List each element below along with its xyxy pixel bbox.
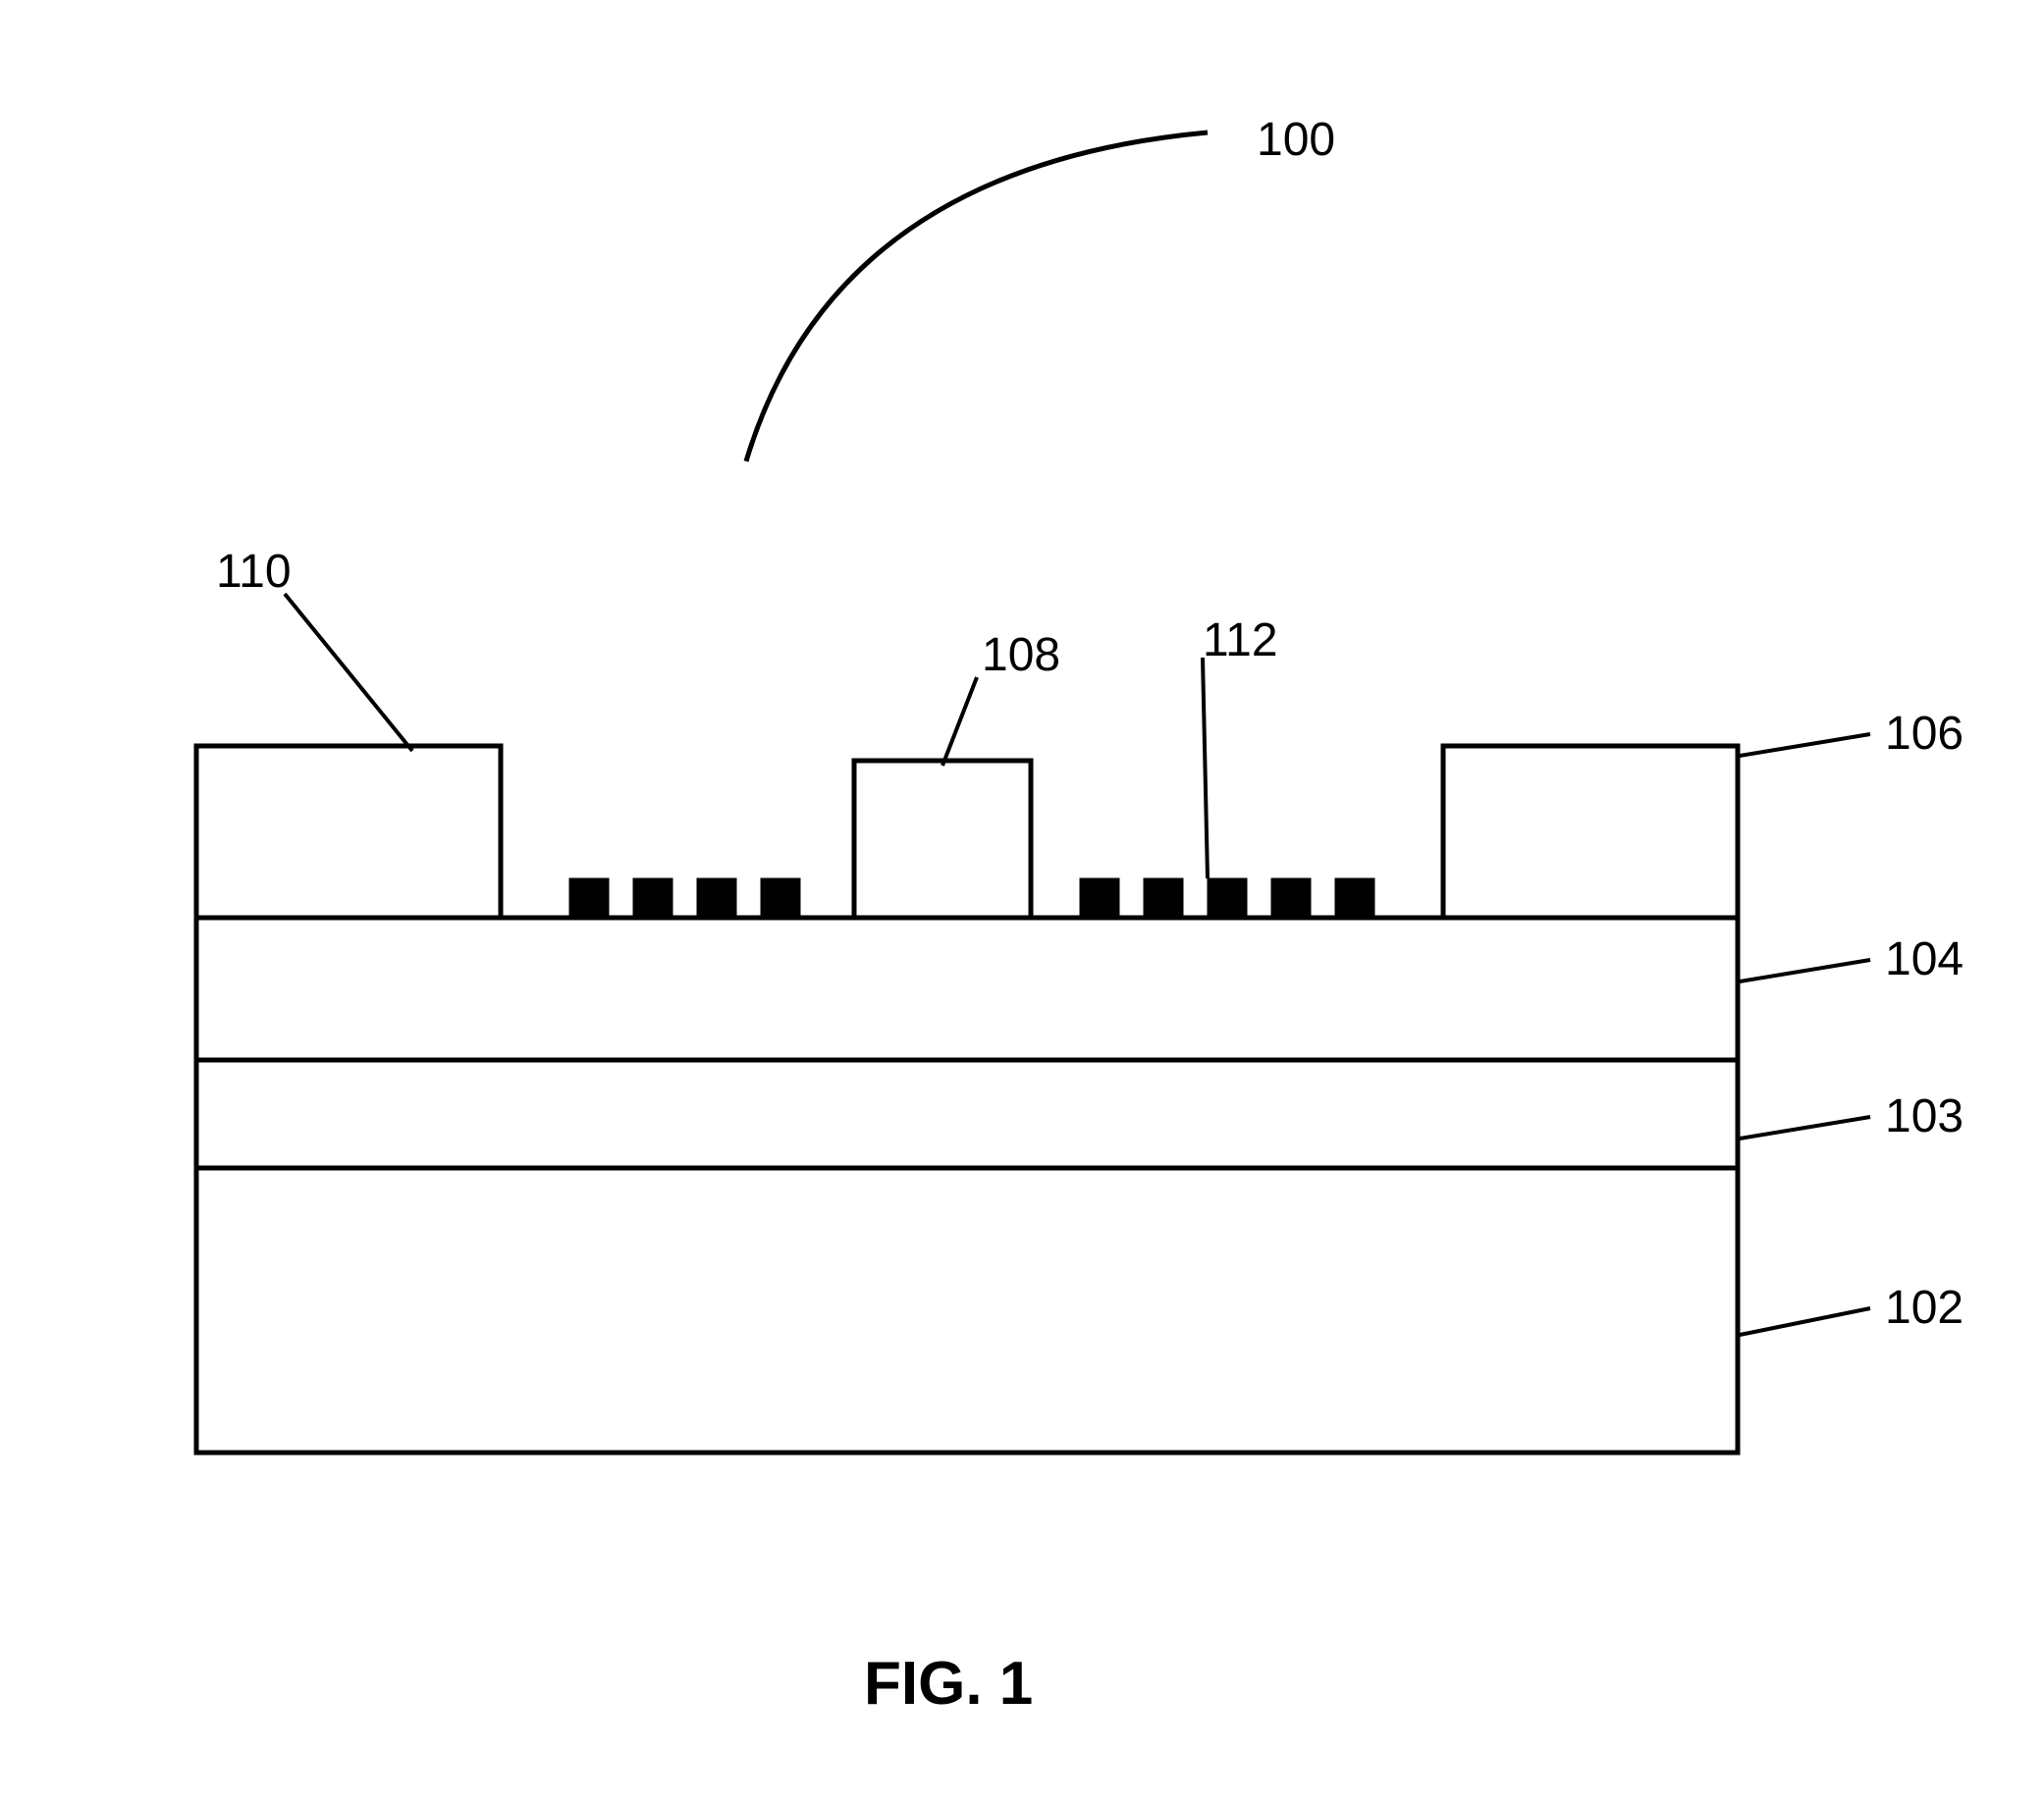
cross-section-diagram (0, 0, 2044, 1802)
ref-label-104: 104 (1885, 932, 1963, 986)
leader-line-106 (1740, 734, 1870, 756)
layer-103 (196, 1060, 1738, 1168)
ref-label-102: 102 (1885, 1281, 1963, 1335)
ref-label-103: 103 (1885, 1089, 1963, 1143)
callout-arc-100 (746, 132, 1208, 461)
feature-square (1335, 878, 1374, 918)
feature-square (633, 878, 672, 918)
leader-line-112 (1203, 658, 1208, 878)
layer-102 (196, 1168, 1738, 1453)
feature-square (697, 878, 736, 918)
feature-square (761, 878, 800, 918)
ref-label-100: 100 (1257, 113, 1335, 167)
block-110 (196, 746, 501, 918)
feature-square (1208, 878, 1247, 918)
layer-104 (196, 918, 1738, 1060)
leader-line-103 (1740, 1117, 1870, 1139)
feature-square (1271, 878, 1311, 918)
feature-square (569, 878, 609, 918)
leader-line-110 (285, 594, 412, 751)
leader-line-104 (1740, 960, 1870, 981)
leader-line-102 (1740, 1308, 1870, 1335)
feature-square (1144, 878, 1183, 918)
ref-label-110: 110 (216, 545, 292, 599)
leader-line-108 (942, 677, 977, 766)
feature-square (1080, 878, 1119, 918)
block-108 (854, 761, 1031, 918)
ref-label-112: 112 (1203, 613, 1278, 667)
ref-label-108: 108 (982, 628, 1060, 682)
block-106 (1443, 746, 1738, 918)
figure-caption: FIG. 1 (864, 1649, 1033, 1719)
ref-label-106: 106 (1885, 707, 1963, 761)
